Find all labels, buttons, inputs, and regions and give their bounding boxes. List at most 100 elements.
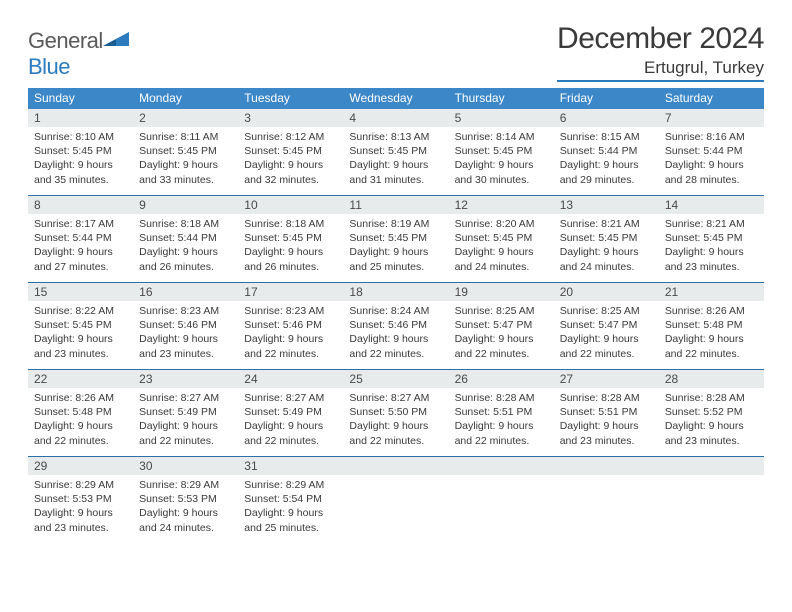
dow-sunday: Sunday	[28, 88, 133, 109]
sunset-line: Sunset: 5:45 PM	[244, 144, 337, 158]
day-cell: 29Sunrise: 8:29 AMSunset: 5:53 PMDayligh…	[28, 457, 133, 543]
day-cell: 6Sunrise: 8:15 AMSunset: 5:44 PMDaylight…	[554, 109, 659, 195]
daylight-line: Daylight: 9 hours and 24 minutes.	[560, 245, 653, 273]
sunset-line: Sunset: 5:52 PM	[665, 405, 758, 419]
sunset-line: Sunset: 5:47 PM	[560, 318, 653, 332]
sunrise-line: Sunrise: 8:25 AM	[560, 304, 653, 318]
sunset-line: Sunset: 5:45 PM	[139, 144, 232, 158]
location-label: Ertugrul, Turkey	[557, 58, 764, 78]
sunset-line: Sunset: 5:45 PM	[349, 231, 442, 245]
day-number: 17	[238, 283, 343, 301]
sunrise-line: Sunrise: 8:29 AM	[139, 478, 232, 492]
daylight-line: Daylight: 9 hours and 28 minutes.	[665, 158, 758, 186]
brand-word-2: Blue	[28, 54, 70, 79]
day-cell: 27Sunrise: 8:28 AMSunset: 5:51 PMDayligh…	[554, 370, 659, 456]
day-cell: 16 Sunrise: 8:23 AMSunset: 5:46 PMDayligh…	[133, 283, 238, 369]
brand-text: General Blue	[28, 28, 129, 80]
day-number	[343, 457, 448, 475]
day-number: 27	[554, 370, 659, 388]
daylight-line: Daylight: 9 hours and 26 minutes.	[244, 245, 337, 273]
day-cell: 20Sunrise: 8:25 AMSunset: 5:47 PMDayligh…	[554, 283, 659, 369]
day-number: 7	[659, 109, 764, 127]
sunrise-line: Sunrise: 8:19 AM	[349, 217, 442, 231]
day-number: 11	[343, 196, 448, 214]
daylight-line: Daylight: 9 hours and 30 minutes.	[455, 158, 548, 186]
day-cell: 1Sunrise: 8:10 AMSunset: 5:45 PMDaylight…	[28, 109, 133, 195]
daylight-line: Daylight: 9 hours and 23 minutes.	[665, 419, 758, 447]
daylight-line: Daylight: 9 hours and 23 minutes.	[560, 419, 653, 447]
sunrise-line: Sunrise: 8:25 AM	[455, 304, 548, 318]
sunrise-line: Sunrise: 8:27 AM	[139, 391, 232, 405]
day-cell: 2 Sunrise: 8:11 AMSunset: 5:45 PMDaylight…	[133, 109, 238, 195]
daylight-line: Daylight: 9 hours and 24 minutes.	[139, 506, 232, 534]
sunrise-line: Sunrise: 8:29 AM	[244, 478, 337, 492]
daylight-line: Daylight: 9 hours and 22 minutes.	[455, 332, 548, 360]
day-number	[659, 457, 764, 475]
daylight-line: Daylight: 9 hours and 32 minutes.	[244, 158, 337, 186]
sunset-line: Sunset: 5:44 PM	[34, 231, 127, 245]
week-row: 8Sunrise: 8:17 AMSunset: 5:44 PMDaylight…	[28, 196, 764, 283]
calendar-grid: SundayMondayTuesdayWednesdayThursdayFrid…	[28, 88, 764, 543]
title-block: December 2024 Ertugrul, Turkey	[557, 22, 764, 82]
sunset-line: Sunset: 5:45 PM	[455, 144, 548, 158]
daylight-line: Daylight: 9 hours and 29 minutes.	[560, 158, 653, 186]
day-cell: 3Sunrise: 8:12 AMSunset: 5:45 PMDaylight…	[238, 109, 343, 195]
day-cell: 5Sunrise: 8:14 AMSunset: 5:45 PMDaylight…	[449, 109, 554, 195]
sunrise-line: Sunrise: 8:11 AM	[139, 130, 232, 144]
dow-friday: Friday	[554, 88, 659, 109]
dow-monday: Monday	[133, 88, 238, 109]
daylight-line: Daylight: 9 hours and 23 minutes.	[34, 332, 127, 360]
brand-logo: General Blue	[28, 22, 129, 80]
dow-header-row: SundayMondayTuesdayWednesdayThursdayFrid…	[28, 88, 764, 109]
sunrise-line: Sunrise: 8:20 AM	[455, 217, 548, 231]
daylight-line: Daylight: 9 hours and 26 minutes.	[139, 245, 232, 273]
day-number: 5	[449, 109, 554, 127]
day-cell	[659, 457, 764, 543]
day-number: 18	[343, 283, 448, 301]
day-number: 1	[28, 109, 133, 127]
logo-triangle-icon	[103, 28, 129, 46]
sunrise-line: Sunrise: 8:13 AM	[349, 130, 442, 144]
sunset-line: Sunset: 5:46 PM	[139, 318, 232, 332]
dow-saturday: Saturday	[659, 88, 764, 109]
week-row: 15Sunrise: 8:22 AMSunset: 5:45 PMDayligh…	[28, 283, 764, 370]
day-cell: 15Sunrise: 8:22 AMSunset: 5:45 PMDayligh…	[28, 283, 133, 369]
sunset-line: Sunset: 5:49 PM	[139, 405, 232, 419]
daylight-line: Daylight: 9 hours and 22 minutes.	[349, 332, 442, 360]
sunset-line: Sunset: 5:50 PM	[349, 405, 442, 419]
day-number: 29	[28, 457, 133, 475]
day-number: 26	[449, 370, 554, 388]
sunset-line: Sunset: 5:45 PM	[560, 231, 653, 245]
daylight-line: Daylight: 9 hours and 27 minutes.	[34, 245, 127, 273]
day-number: 16	[133, 283, 238, 301]
day-number: 23	[133, 370, 238, 388]
calendar-page: General Blue December 2024 Ertugrul, Tur…	[0, 0, 792, 543]
sunset-line: Sunset: 5:49 PM	[244, 405, 337, 419]
sunrise-line: Sunrise: 8:23 AM	[139, 304, 232, 318]
day-cell: 11Sunrise: 8:19 AMSunset: 5:45 PMDayligh…	[343, 196, 448, 282]
day-cell: 25Sunrise: 8:27 AMSunset: 5:50 PMDayligh…	[343, 370, 448, 456]
dow-thursday: Thursday	[449, 88, 554, 109]
sunset-line: Sunset: 5:45 PM	[665, 231, 758, 245]
daylight-line: Daylight: 9 hours and 33 minutes.	[139, 158, 232, 186]
sunset-line: Sunset: 5:45 PM	[349, 144, 442, 158]
sunrise-line: Sunrise: 8:27 AM	[244, 391, 337, 405]
dow-tuesday: Tuesday	[238, 88, 343, 109]
day-number: 13	[554, 196, 659, 214]
sunset-line: Sunset: 5:48 PM	[34, 405, 127, 419]
day-number: 8	[28, 196, 133, 214]
daylight-line: Daylight: 9 hours and 23 minutes.	[139, 332, 232, 360]
sunrise-line: Sunrise: 8:24 AM	[349, 304, 442, 318]
sunrise-line: Sunrise: 8:28 AM	[560, 391, 653, 405]
day-cell: 8Sunrise: 8:17 AMSunset: 5:44 PMDaylight…	[28, 196, 133, 282]
day-number: 22	[28, 370, 133, 388]
sunset-line: Sunset: 5:44 PM	[139, 231, 232, 245]
brand-word-1: General	[28, 28, 103, 53]
day-cell: 4Sunrise: 8:13 AMSunset: 5:45 PMDaylight…	[343, 109, 448, 195]
daylight-line: Daylight: 9 hours and 25 minutes.	[244, 506, 337, 534]
day-number: 2	[133, 109, 238, 127]
week-row: 22Sunrise: 8:26 AMSunset: 5:48 PMDayligh…	[28, 370, 764, 457]
day-number: 10	[238, 196, 343, 214]
sunset-line: Sunset: 5:44 PM	[560, 144, 653, 158]
sunrise-line: Sunrise: 8:21 AM	[560, 217, 653, 231]
